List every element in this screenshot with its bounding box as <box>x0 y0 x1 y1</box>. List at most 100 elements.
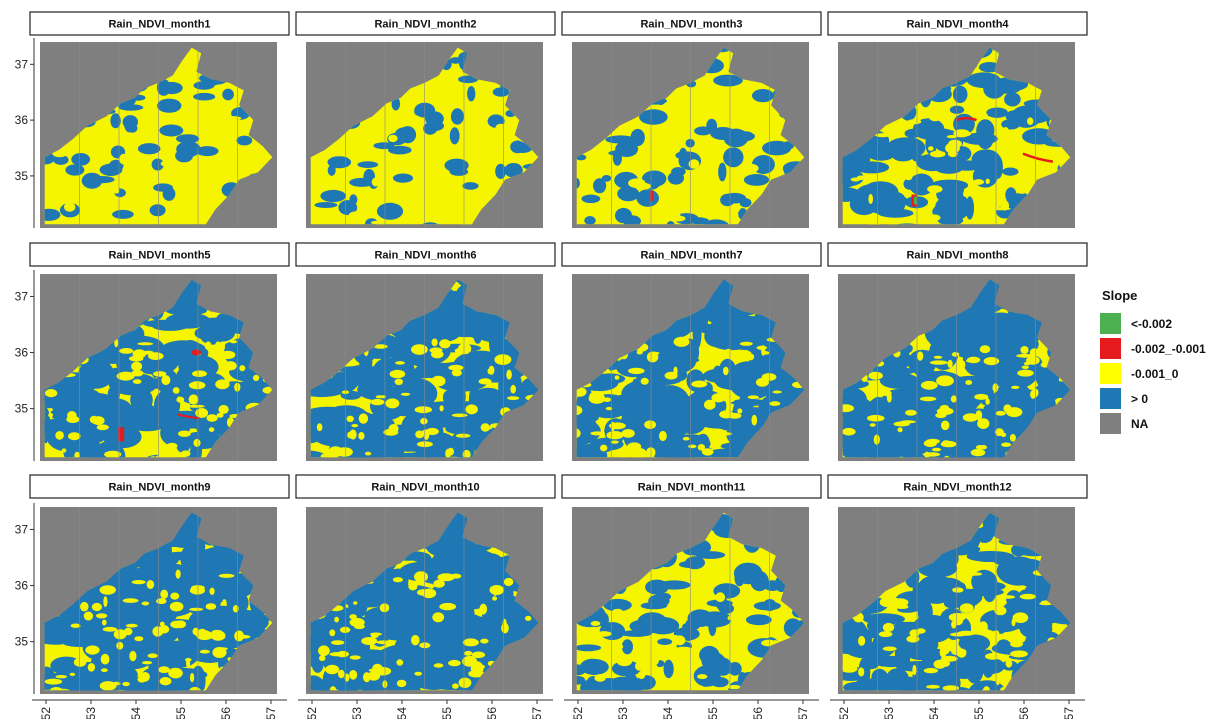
negative-slope-patch <box>140 672 150 682</box>
positive-slope-patch <box>581 194 601 204</box>
negative-slope-patch <box>876 389 885 398</box>
positive-slope-patch <box>209 323 236 342</box>
negative-slope-patch <box>319 655 326 662</box>
negative-slope-patch <box>691 381 699 387</box>
negative-slope-patch <box>942 440 950 445</box>
negative-slope-patch <box>1012 612 1029 623</box>
negative-slope-patch <box>1010 385 1020 389</box>
negative-slope-patch <box>158 666 170 674</box>
negative-slope-patch <box>376 640 392 645</box>
axes: 37 36 35 37 36 35 37 36 35 52 53 54 55 56 57 52 53 54 55 56… <box>15 38 1085 719</box>
negative-slope-patch <box>951 352 960 357</box>
negative-slope-patch <box>358 432 365 440</box>
negative-slope-patch <box>1017 369 1034 377</box>
positive-slope-patch <box>576 644 602 652</box>
positive-slope-patch <box>842 630 848 654</box>
negative-slope-patch <box>320 452 337 458</box>
positive-slope-patch <box>702 219 730 225</box>
positive-slope-patch <box>689 412 729 424</box>
positive-slope-patch <box>655 437 692 458</box>
negative-slope-patch <box>161 375 171 386</box>
negative-slope-patch <box>761 345 766 356</box>
negative-slope-patch <box>923 439 937 447</box>
positive-slope-patch <box>919 119 930 131</box>
positive-slope-patch <box>160 420 187 446</box>
positive-slope-patch <box>851 678 875 691</box>
negative-slope-patch <box>866 414 885 422</box>
negative-slope-patch <box>215 341 221 351</box>
negative-slope-patch <box>431 375 446 387</box>
negative-slope-patch <box>148 352 164 360</box>
negative-slope-patch <box>420 417 428 425</box>
negative-slope-patch <box>594 674 606 682</box>
positive-slope-patch <box>993 361 1018 388</box>
negative-slope-patch <box>510 384 516 394</box>
panel-title: Rain_NDVI_month11 <box>638 482 746 494</box>
negative-slope-patch <box>388 134 398 143</box>
negative-slope-patch <box>936 407 954 415</box>
positive-slope-patch <box>53 154 69 165</box>
positive-slope-patch <box>965 196 974 220</box>
negative-slope-patch <box>576 629 583 636</box>
negative-slope-patch <box>112 681 121 686</box>
negative-slope-patch <box>489 585 505 595</box>
negative-slope-patch <box>1023 361 1031 366</box>
positive-slope-patch <box>738 407 758 418</box>
positive-slope-patch <box>633 398 685 420</box>
positive-slope-patch <box>1002 167 1019 176</box>
negative-slope-patch <box>465 404 478 415</box>
negative-slope-patch <box>723 208 740 212</box>
positive-slope-patch <box>462 182 479 190</box>
positive-slope-patch <box>157 98 182 113</box>
positive-slope-patch <box>636 189 659 207</box>
negative-slope-patch <box>85 645 100 655</box>
x-tick-label: 56 <box>751 707 765 719</box>
positive-slope-patch <box>854 161 890 174</box>
positive-slope-patch <box>176 134 200 144</box>
positive-slope-patch <box>576 664 587 676</box>
negative-slope-patch <box>1009 434 1016 442</box>
negative-slope-patch <box>415 430 424 439</box>
positive-slope-patch <box>667 171 685 185</box>
positive-slope-patch <box>453 636 464 668</box>
negative-slope-patch <box>367 671 381 681</box>
negative-slope-patch <box>907 119 922 125</box>
negative-slope-patch <box>887 221 899 225</box>
positive-slope-patch <box>425 111 444 127</box>
positive-slope-patch <box>580 658 605 674</box>
negative-slope-patch <box>416 441 433 448</box>
map-panel: Rain_NDVI_month12 <box>827 474 1088 694</box>
negative-slope-patch <box>643 663 658 672</box>
negative-slope-patch <box>922 452 941 457</box>
panel-title: Rain_NDVI_month8 <box>906 250 1008 262</box>
negative-slope-patch <box>346 415 354 422</box>
negative-slope-patch <box>931 447 942 452</box>
negative-slope-patch <box>232 605 239 613</box>
negative-slope-patch <box>995 674 1000 686</box>
negative-slope-patch <box>992 383 999 393</box>
negative-slope-patch <box>919 396 937 402</box>
positive-slope-patch <box>112 209 134 219</box>
negative-slope-patch <box>728 412 742 419</box>
negative-slope-patch <box>613 643 624 651</box>
negative-slope-patch <box>920 380 938 390</box>
negative-slope-patch <box>711 347 717 358</box>
negative-slope-patch <box>198 628 206 634</box>
negative-slope-patch <box>464 650 473 656</box>
negative-slope-patch <box>101 668 108 673</box>
negative-slope-patch <box>873 434 880 445</box>
negative-slope-patch <box>80 601 89 612</box>
negative-slope-patch <box>875 133 891 138</box>
negative-slope-patch <box>193 438 201 447</box>
negative-slope-patch <box>170 592 180 600</box>
negative-slope-patch <box>439 339 451 349</box>
positive-slope-patch <box>137 143 161 155</box>
negative-slope-patch <box>487 368 493 375</box>
negative-slope-patch <box>1000 200 1010 211</box>
negative-slope-patch <box>126 175 140 184</box>
positive-slope-patch <box>310 450 327 458</box>
negative-slope-patch <box>906 635 920 643</box>
positive-slope-patch <box>598 612 609 628</box>
positive-slope-patch <box>464 352 486 360</box>
positive-slope-patch <box>710 677 729 688</box>
